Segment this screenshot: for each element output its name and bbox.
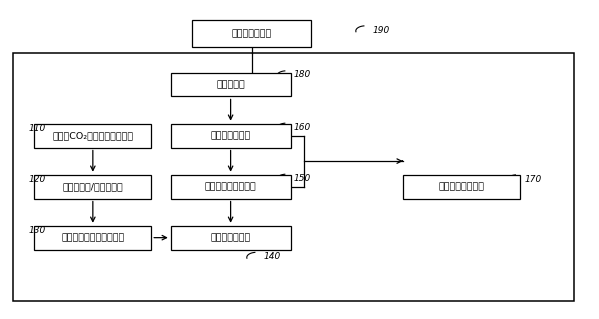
Text: 气源浓度监测过滤子系统: 气源浓度监测过滤子系统 [61, 233, 125, 242]
Text: 供热末端子系统: 供热末端子系统 [210, 131, 251, 140]
Bar [34, 124, 151, 147]
Text: 超临界CO₂太阳能集热子系统: 超临界CO₂太阳能集热子系统 [52, 131, 134, 140]
Text: 110: 110 [29, 124, 46, 133]
Text: 排烟子系统: 排烟子系统 [216, 80, 245, 89]
Bar [171, 226, 291, 249]
Bar [13, 53, 574, 301]
Bar [192, 20, 311, 47]
Text: 运行监测子系统: 运行监测子系统 [231, 29, 272, 38]
Text: 催化氧化子系统: 催化氧化子系统 [210, 233, 251, 242]
Bar [34, 226, 151, 249]
Text: 140: 140 [264, 252, 281, 261]
Text: 熔融盐储热/换热子系统: 熔融盐储热/换热子系统 [62, 182, 123, 191]
Bar [171, 175, 291, 198]
Bar [171, 124, 291, 147]
Text: 冷凝水回收子系统: 冷凝水回收子系统 [438, 182, 484, 191]
Text: 高温烟气发电子系统: 高温烟气发电子系统 [205, 182, 256, 191]
Bar [403, 175, 519, 198]
Bar [171, 73, 291, 96]
Text: 180: 180 [294, 70, 311, 79]
Text: 170: 170 [524, 175, 541, 184]
Bar [34, 175, 151, 198]
Text: 130: 130 [29, 226, 46, 235]
Text: 190: 190 [373, 26, 390, 35]
Text: 120: 120 [29, 175, 46, 184]
Text: 150: 150 [294, 174, 311, 183]
Text: 160: 160 [294, 123, 311, 132]
